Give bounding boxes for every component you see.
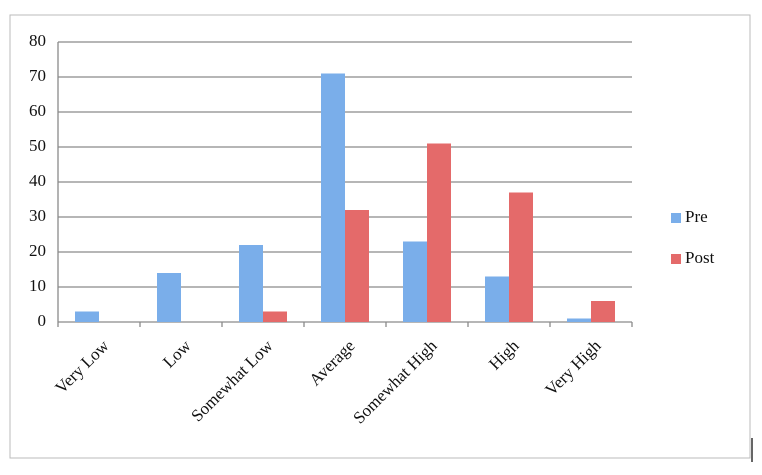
legend-label: Pre xyxy=(685,207,708,226)
legend-label: Post xyxy=(685,248,715,267)
bar xyxy=(75,311,99,322)
bar xyxy=(345,210,369,322)
y-tick-label: 80 xyxy=(29,31,46,50)
y-tick-label: 40 xyxy=(29,171,46,190)
bar xyxy=(321,73,345,322)
y-tick-label: 60 xyxy=(29,101,46,120)
y-tick-label: 0 xyxy=(38,311,47,330)
bar xyxy=(427,143,451,322)
bar xyxy=(263,311,287,322)
bar xyxy=(485,276,509,322)
bar xyxy=(157,273,181,322)
chart-frame xyxy=(9,14,751,459)
y-tick-label: 50 xyxy=(29,136,46,155)
bar xyxy=(239,245,263,322)
legend-swatch xyxy=(671,254,681,264)
y-tick-label: 70 xyxy=(29,66,46,85)
bar xyxy=(509,192,533,322)
y-tick-label: 10 xyxy=(29,276,46,295)
bar xyxy=(567,318,591,322)
y-tick-label: 20 xyxy=(29,241,46,260)
y-tick-label: 30 xyxy=(29,206,46,225)
legend-swatch xyxy=(671,213,681,223)
bar xyxy=(403,241,427,322)
bar xyxy=(591,301,615,322)
